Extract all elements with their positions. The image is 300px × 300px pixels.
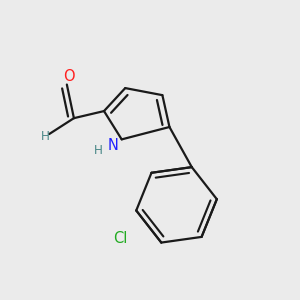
Text: Cl: Cl [113, 231, 127, 246]
Text: N: N [107, 138, 118, 153]
Text: H: H [94, 144, 103, 157]
Text: O: O [63, 69, 74, 84]
Text: H: H [40, 130, 50, 143]
